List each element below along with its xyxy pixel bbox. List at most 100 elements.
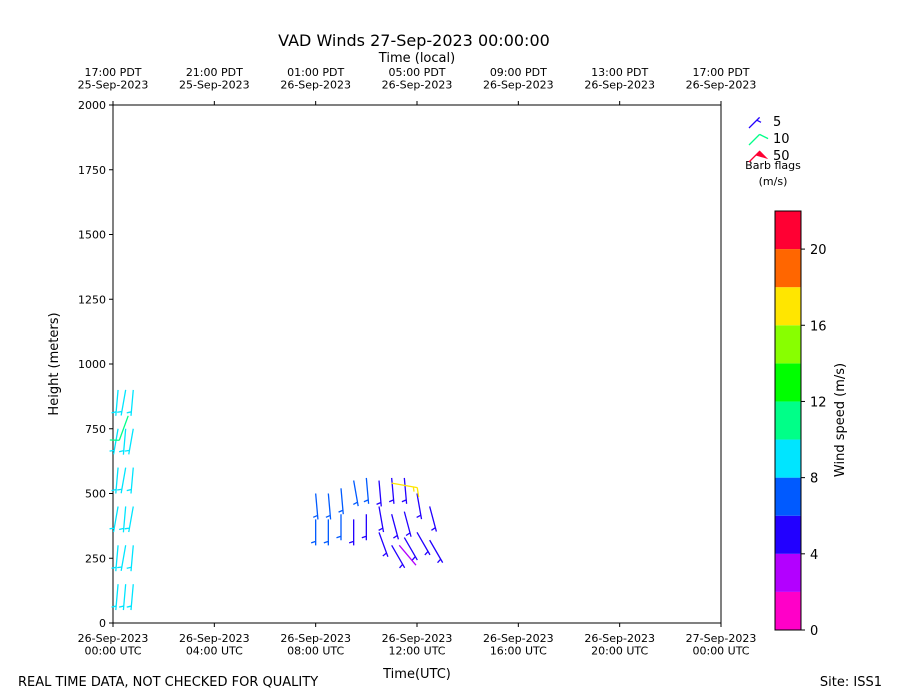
wind-barb (336, 514, 342, 541)
legend-label: 5 (773, 115, 781, 130)
y-tick-label: 250 (85, 552, 106, 565)
x2-axis-label: Time (local) (378, 51, 455, 66)
colorbar-segment (775, 325, 801, 364)
footer-left: REAL TIME DATA, NOT CHECKED FOR QUALITY (18, 675, 318, 690)
wind-barb (363, 477, 370, 504)
x2-tick-label: 17:00 PDT 25-Sep-2023 (78, 66, 149, 92)
colorbar-tick-label: 20 (810, 243, 827, 258)
wind-barb (353, 480, 359, 507)
wind-barb (124, 506, 134, 533)
y-tick-label: 1250 (78, 293, 106, 306)
colorbar-tick-label: 0 (810, 624, 818, 639)
wind-barb (416, 493, 423, 520)
x-tick-label: 26-Sep-2023 08:00 UTC (280, 632, 351, 658)
wind-barb (388, 477, 395, 504)
wind-barb (126, 584, 134, 611)
barbs (109, 389, 444, 611)
wind-barb (398, 544, 417, 566)
legend-label: 10 (773, 132, 790, 147)
wind-barb (126, 389, 134, 416)
colorbar-segment (775, 591, 801, 630)
wind-barb (111, 389, 119, 416)
wind-barb (126, 545, 134, 572)
y-tick-label: 2000 (78, 99, 106, 112)
chart-title: VAD Winds 27-Sep-2023 00:00:00 (278, 31, 550, 50)
x-tick-label: 26-Sep-2023 16:00 UTC (483, 632, 554, 658)
x2-tick-label: 21:00 PDT 25-Sep-2023 (179, 66, 250, 92)
colorbar-label: Wind speed (m/s) (833, 363, 848, 477)
footer-right: Site: ISS1 (820, 675, 882, 690)
wind-barb (124, 428, 134, 455)
x2-tick-label: 05:00 PDT 26-Sep-2023 (382, 66, 453, 92)
colorbar-tick-label: 4 (810, 548, 818, 563)
y-tick-label: 750 (85, 423, 106, 436)
wind-barb (391, 544, 406, 569)
colorbar-tick-label: 8 (810, 472, 818, 487)
y-tick-label: 1000 (78, 358, 106, 371)
colorbar-segment (775, 211, 801, 250)
colorbar-segment (775, 439, 801, 478)
wind-barb (109, 506, 119, 533)
wind-barb (117, 389, 127, 416)
colorbar-segment (775, 249, 801, 288)
y-tick-label: 1750 (78, 164, 106, 177)
x-tick-label: 26-Sep-2023 04:00 UTC (179, 632, 250, 658)
colorbar-tick-label: 16 (810, 319, 827, 334)
wind-barb (378, 506, 385, 533)
x-tick-label: 26-Sep-2023 12:00 UTC (382, 632, 453, 658)
wind-barb (401, 477, 408, 504)
wind-barb (126, 467, 134, 494)
colorbar-tick-label: 12 (810, 395, 827, 410)
x-tick-label: 27-Sep-2023 00:00 UTC (686, 632, 757, 658)
wind-barb (310, 519, 317, 546)
x2-tick-label: 17:00 PDT 26-Sep-2023 (686, 66, 757, 92)
barb-legend-units: (m/s) (759, 175, 788, 188)
x2-tick-label: 09:00 PDT 26-Sep-2023 (483, 66, 554, 92)
wind-barb (118, 428, 127, 455)
y-tick-label: 1500 (78, 229, 106, 242)
colorbar-segment (775, 401, 801, 440)
legend-barb (748, 150, 769, 163)
y-tick-label: 500 (85, 488, 106, 501)
colorbar-segment (775, 477, 801, 516)
colorbar-segment (775, 553, 801, 592)
wind-barb (111, 545, 119, 572)
x-tick-label: 26-Sep-2023 20:00 UTC (584, 632, 655, 658)
wind-barb (361, 514, 367, 541)
wind-barb (109, 415, 129, 441)
legend-barb (748, 116, 762, 129)
wind-barb (109, 428, 119, 455)
wind-barb (118, 584, 127, 611)
wind-barb (323, 519, 329, 546)
colorbar-segment (775, 515, 801, 554)
wind-barb (391, 514, 400, 540)
colorbar-frame (774, 210, 802, 631)
x-axis-label: Time(UTC) (382, 667, 451, 682)
barb-legend-title: Barb flags (745, 159, 801, 172)
wind-barb (325, 493, 332, 520)
wind-barb (117, 545, 127, 572)
wind-barb (348, 519, 355, 546)
wind-barb (429, 506, 438, 532)
legend-label: 50 (773, 149, 790, 164)
wind-barb (429, 539, 444, 564)
colorbar-segment (775, 363, 801, 402)
legend-barb (748, 133, 769, 146)
wind-barb (117, 467, 127, 494)
x-tick-label: 26-Sep-2023 00:00 UTC (78, 632, 149, 658)
plot-frame (112, 104, 722, 624)
y-tick-label: 0 (99, 617, 106, 630)
wind-barb (416, 532, 431, 556)
colorbar-segment (775, 287, 801, 326)
wind-barb (391, 482, 420, 498)
wind-barb (111, 467, 119, 494)
wind-barb (378, 532, 389, 558)
y-axis-label: Height (meters) (47, 312, 62, 415)
wind-barb (376, 480, 382, 507)
x2-tick-label: 13:00 PDT 26-Sep-2023 (584, 66, 655, 92)
wind-barb (118, 506, 127, 533)
wind-barb (403, 511, 412, 537)
wind-barb (338, 488, 344, 515)
x2-tick-label: 01:00 PDT 26-Sep-2023 (280, 66, 351, 92)
